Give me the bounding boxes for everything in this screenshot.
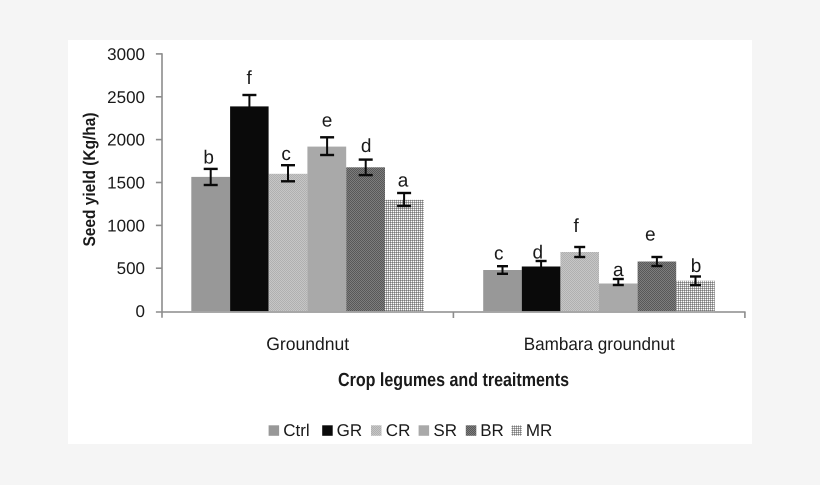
svg-text:d: d — [361, 136, 372, 157]
svg-text:c: c — [281, 144, 291, 165]
svg-text:c: c — [494, 244, 504, 265]
svg-text:1000: 1000 — [107, 216, 145, 235]
svg-text:2000: 2000 — [107, 131, 145, 150]
svg-text:3000: 3000 — [107, 45, 145, 64]
svg-text:0: 0 — [136, 302, 145, 321]
svg-text:1500: 1500 — [107, 174, 145, 193]
svg-text:500: 500 — [117, 259, 145, 278]
svg-text:b: b — [203, 147, 214, 168]
svg-text:2500: 2500 — [107, 88, 145, 107]
svg-text:CR: CR — [386, 421, 411, 440]
svg-text:e: e — [322, 110, 333, 131]
svg-text:Crop legumes and treaitments: Crop legumes and treaitments — [338, 370, 569, 391]
svg-text:f: f — [246, 68, 252, 89]
svg-text:BR: BR — [480, 421, 504, 440]
svg-text:b: b — [691, 256, 702, 277]
svg-text:Seed yield (Kg/ha): Seed yield (Kg/ha) — [80, 113, 99, 247]
svg-text:d: d — [533, 243, 544, 264]
svg-text:a: a — [398, 171, 409, 192]
svg-text:a: a — [613, 260, 624, 281]
svg-text:Ctrl: Ctrl — [283, 421, 309, 440]
svg-text:Groundnut: Groundnut — [266, 334, 349, 354]
svg-text:MR: MR — [526, 421, 552, 440]
svg-text:f: f — [573, 216, 579, 237]
svg-text:SR: SR — [433, 421, 457, 440]
svg-text:e: e — [645, 225, 656, 246]
svg-text:Bambara groundnut: Bambara groundnut — [524, 334, 675, 354]
svg-text:GR: GR — [337, 421, 363, 440]
